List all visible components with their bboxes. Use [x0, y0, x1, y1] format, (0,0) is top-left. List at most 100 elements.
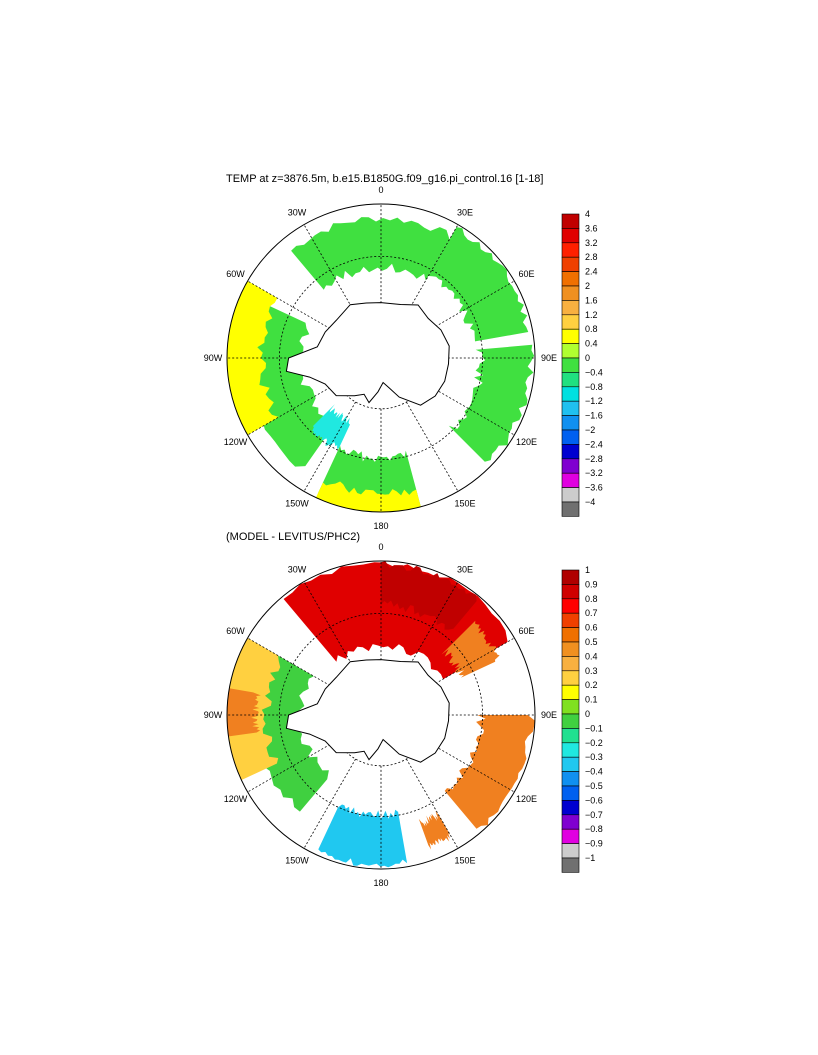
colorbar-swatch — [561, 656, 580, 672]
colorbar-label: −1.2 — [585, 396, 603, 406]
colorbar-label: −0.4 — [585, 367, 603, 377]
colorbar-label: 0.7 — [585, 608, 598, 618]
map-border — [226, 203, 536, 513]
map-title: TEMP at z=3876.5m, b.e15.B1850G.f09_g16.… — [226, 173, 544, 185]
colorbar-label: −2.4 — [585, 439, 603, 449]
colorbar-swatch — [561, 213, 580, 229]
meridian-line — [303, 401, 356, 492]
colorbar-label: −0.5 — [585, 781, 603, 791]
field-region — [243, 301, 334, 467]
colorbar-label: 1 — [585, 565, 590, 575]
colorbar-swatch — [561, 627, 580, 643]
colorbar-label: 2 — [585, 281, 590, 291]
longitude-label: 120E — [516, 437, 537, 447]
colorbar-swatch — [561, 771, 580, 787]
longitude-label: 180 — [373, 878, 388, 888]
colorbar-swatch — [561, 242, 580, 258]
colorbar-swatch — [561, 400, 580, 416]
longitude-label: 60E — [518, 269, 534, 279]
colorbar-label: 0.4 — [585, 339, 598, 349]
colorbar-label: 0.2 — [585, 680, 598, 690]
colorbar-label: −1 — [585, 853, 595, 863]
meridian-line — [247, 383, 338, 436]
colorbar-swatch — [561, 828, 580, 844]
colorbar-swatch — [561, 501, 580, 517]
longitude-label: 30E — [457, 565, 473, 575]
colorbar-swatch — [561, 285, 580, 301]
colorbar-swatch — [561, 684, 580, 700]
longitude-label: 90W — [204, 353, 223, 363]
colorbar-swatch — [561, 271, 580, 287]
colorbar-swatch — [561, 641, 580, 657]
colorbar-swatch — [561, 429, 580, 445]
colorbar-swatch — [561, 300, 580, 316]
colorbar-swatch — [561, 742, 580, 758]
longitude-label: 120W — [224, 437, 248, 447]
colorbar-swatch — [561, 800, 580, 816]
meridian-line — [424, 637, 515, 690]
colorbar-label: −3.6 — [585, 483, 603, 493]
colorbar-swatch — [561, 444, 580, 460]
meridian-line — [424, 383, 515, 436]
colorbar-label: −0.8 — [585, 382, 603, 392]
longitude-label: 120E — [516, 794, 537, 804]
meridian-line — [247, 637, 338, 690]
colorbar-swatch — [561, 415, 580, 431]
meridian-line — [424, 280, 515, 333]
colorbar-label: −2.8 — [585, 454, 603, 464]
longitude-label: 30W — [288, 208, 307, 218]
colorbar-label: −0.9 — [585, 839, 603, 849]
longitude-label: 60W — [226, 269, 245, 279]
meridian-line — [406, 581, 459, 672]
meridian-line — [406, 758, 459, 849]
longitude-label: 90E — [541, 353, 557, 363]
longitude-label: 0 — [378, 185, 383, 195]
colorbar-label: 0 — [585, 353, 590, 363]
colorbar-swatch — [561, 372, 580, 388]
colorbar-label: 1.6 — [585, 295, 598, 305]
field-region — [312, 404, 350, 449]
colorbar-label: 0.1 — [585, 695, 598, 705]
longitude-label: 90W — [204, 710, 223, 720]
colorbar-label: −0.1 — [585, 723, 603, 733]
field-region — [441, 620, 500, 678]
bottom-field — [227, 561, 535, 868]
field-region — [291, 217, 450, 290]
colorbar-swatch — [561, 386, 580, 402]
longitude-label: 0 — [378, 542, 383, 552]
field-region — [318, 804, 408, 868]
colorbar-label: 0.4 — [585, 651, 598, 661]
colorbar-label: 2.4 — [585, 267, 598, 277]
longitude-label: 30W — [288, 565, 307, 575]
colorbar-swatch — [561, 814, 580, 830]
colorbar-label: 0.3 — [585, 666, 598, 676]
longitude-label: 150W — [285, 498, 309, 508]
colorbar-swatch — [561, 670, 580, 686]
colorbar-swatch — [561, 228, 580, 244]
colorbar-swatch — [561, 699, 580, 715]
map-border — [226, 560, 536, 870]
latitude-circle — [278, 612, 484, 818]
longitude-label: 150W — [285, 855, 309, 865]
colorbar-swatch — [561, 343, 580, 359]
bottom-colorbar: 1 0.9 0.8 0.7 0.6 0.5 0.4 0.3 0.2 0.1 0 −0.1 −0.2 −0.… — [561, 565, 603, 873]
top-map: 0 30E 60E 90E 120E 150E 180 150W 120W 90W 60W 30W — [204, 185, 557, 531]
colorbar-label: 0.8 — [585, 324, 598, 334]
meridian-line — [303, 224, 356, 315]
colorbar-swatch — [561, 569, 580, 585]
colorbar-swatch — [561, 487, 580, 503]
colorbar-label: −1.6 — [585, 411, 603, 421]
colorbar-label: −4 — [585, 497, 595, 507]
longitude-label: 180 — [373, 521, 388, 531]
longitude-label: 30E — [457, 208, 473, 218]
colorbar-swatch — [561, 598, 580, 614]
colorbar-swatch — [561, 584, 580, 600]
colorbar-label: 0.6 — [585, 623, 598, 633]
colorbar-label: −2 — [585, 425, 595, 435]
latitude-circle — [278, 255, 484, 461]
colorbar-swatch — [561, 314, 580, 330]
colorbar-swatch — [561, 612, 580, 628]
difference-title: (MODEL - LEVITUS/PHC2) — [226, 531, 361, 543]
field-region — [448, 344, 535, 462]
